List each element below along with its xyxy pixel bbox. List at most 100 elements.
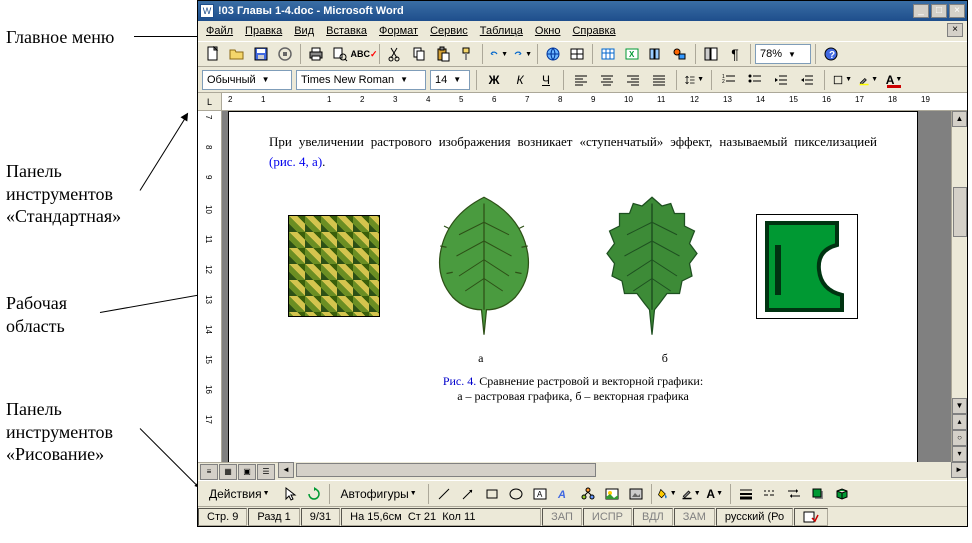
arrow-tool-button[interactable] (457, 483, 479, 505)
font-color-draw-button[interactable]: A▼ (704, 483, 726, 505)
style-combo[interactable]: Обычный▼ (202, 70, 292, 90)
menu-window[interactable]: Окно (531, 23, 565, 39)
cut-button[interactable] (384, 43, 406, 65)
font-combo[interactable]: Times New Roman▼ (296, 70, 426, 90)
fill-color-button[interactable]: ▼ (656, 483, 678, 505)
status-rec[interactable]: ЗАП (542, 508, 582, 526)
show-formatting-button[interactable]: ¶ (724, 43, 746, 65)
clipart-button[interactable] (601, 483, 623, 505)
autoshapes-menu[interactable]: Автофигуры ▼ (334, 483, 424, 505)
numbered-list-button[interactable]: 12 (718, 69, 740, 91)
print-preview-button[interactable] (329, 43, 351, 65)
vertical-scrollbar[interactable]: ▲ ▼ ▴ ○ ▾ (951, 111, 967, 462)
print-button[interactable] (305, 43, 327, 65)
zoom-combo[interactable]: 78%▼ (755, 44, 811, 64)
permission-button[interactable] (274, 43, 296, 65)
bold-button[interactable]: Ж (483, 69, 505, 91)
status-language[interactable]: русский (Ро (716, 508, 793, 526)
increase-indent-button[interactable] (796, 69, 818, 91)
status-ext[interactable]: ВДЛ (633, 508, 673, 526)
save-button[interactable] (250, 43, 272, 65)
columns-button[interactable] (645, 43, 667, 65)
menu-edit[interactable]: Правка (241, 23, 286, 39)
scroll-down-button[interactable]: ▼ (952, 398, 967, 414)
select-objects-button[interactable] (279, 483, 301, 505)
document-map-button[interactable] (700, 43, 722, 65)
italic-button[interactable]: К (509, 69, 531, 91)
line-spacing-button[interactable]: ▼ (683, 69, 705, 91)
align-justify-button[interactable] (648, 69, 670, 91)
menu-insert[interactable]: Вставка (322, 23, 371, 39)
close-button[interactable]: × (949, 4, 965, 18)
print-view-button[interactable]: ▣ (238, 464, 256, 480)
spellcheck-button[interactable]: ABC✓ (353, 43, 375, 65)
next-page-button[interactable]: ▾ (952, 446, 967, 462)
vertical-ruler[interactable]: 7891011121314151617 (198, 111, 222, 462)
drawing-toggle-button[interactable] (669, 43, 691, 65)
open-button[interactable] (226, 43, 248, 65)
textbox-tool-button[interactable]: A (529, 483, 551, 505)
scroll-up-button[interactable]: ▲ (952, 111, 967, 127)
doc-reference-link: (рис. 4, а) (269, 154, 322, 169)
outline-view-button[interactable]: ☰ (257, 464, 275, 480)
oval-tool-button[interactable] (505, 483, 527, 505)
borders-button[interactable]: ▼ (831, 69, 853, 91)
status-spellcheck-icon[interactable] (794, 508, 828, 526)
draw-actions-menu[interactable]: Действия ▼ (202, 483, 277, 505)
scroll-thumb[interactable] (953, 187, 967, 237)
3d-button[interactable] (831, 483, 853, 505)
status-ovr[interactable]: ЗАМ (674, 508, 715, 526)
browse-object-button[interactable]: ○ (952, 430, 967, 446)
horizontal-scrollbar[interactable]: ◄ ► (278, 462, 967, 480)
menu-file[interactable]: Файл (202, 23, 237, 39)
insert-hyperlink-button[interactable] (542, 43, 564, 65)
fontsize-combo[interactable]: 14▼ (430, 70, 470, 90)
hscroll-thumb[interactable] (296, 463, 596, 477)
menu-tools[interactable]: Сервис (426, 23, 472, 39)
scroll-right-button[interactable]: ► (951, 462, 967, 478)
redo-button[interactable]: ▼ (511, 43, 533, 65)
insert-picture-button[interactable] (625, 483, 647, 505)
horizontal-ruler[interactable]: 2112345678910111213141516171819 (222, 93, 967, 110)
paste-button[interactable] (432, 43, 454, 65)
menu-help[interactable]: Справка (568, 23, 619, 39)
arrow-style-button[interactable] (783, 483, 805, 505)
copy-button[interactable] (408, 43, 430, 65)
format-painter-button[interactable] (456, 43, 478, 65)
line-color-button[interactable]: ▼ (680, 483, 702, 505)
scroll-left-button[interactable]: ◄ (278, 462, 294, 478)
menu-table[interactable]: Таблица (476, 23, 527, 39)
shadow-button[interactable] (807, 483, 829, 505)
align-center-button[interactable] (596, 69, 618, 91)
line-style-button[interactable] (735, 483, 757, 505)
new-doc-button[interactable] (202, 43, 224, 65)
insert-table-button[interactable] (597, 43, 619, 65)
normal-view-button[interactable]: ≡ (200, 464, 218, 480)
line-tool-button[interactable] (433, 483, 455, 505)
diagram-button[interactable] (577, 483, 599, 505)
menu-view[interactable]: Вид (290, 23, 318, 39)
prev-page-button[interactable]: ▴ (952, 414, 967, 430)
rectangle-tool-button[interactable] (481, 483, 503, 505)
decrease-indent-button[interactable] (770, 69, 792, 91)
wordart-button[interactable]: A (553, 483, 575, 505)
maximize-button[interactable]: □ (931, 4, 947, 18)
underline-button[interactable]: Ч (535, 69, 557, 91)
dash-style-button[interactable] (759, 483, 781, 505)
menu-format[interactable]: Формат (375, 23, 422, 39)
document-page[interactable]: При увеличении растрового изображения во… (228, 111, 918, 462)
web-view-button[interactable]: ▦ (219, 464, 237, 480)
align-right-button[interactable] (622, 69, 644, 91)
minimize-button[interactable]: _ (913, 4, 929, 18)
insert-excel-button[interactable]: X (621, 43, 643, 65)
rotate-button[interactable] (303, 483, 325, 505)
help-button[interactable]: ? (820, 43, 842, 65)
font-color-button[interactable]: A▼ (883, 69, 905, 91)
bulleted-list-button[interactable] (744, 69, 766, 91)
highlight-button[interactable]: ▼ (857, 69, 879, 91)
align-left-button[interactable] (570, 69, 592, 91)
tables-borders-button[interactable] (566, 43, 588, 65)
status-trk[interactable]: ИСПР (583, 508, 632, 526)
close-document-button[interactable]: × (947, 23, 963, 37)
undo-button[interactable]: ▼ (487, 43, 509, 65)
